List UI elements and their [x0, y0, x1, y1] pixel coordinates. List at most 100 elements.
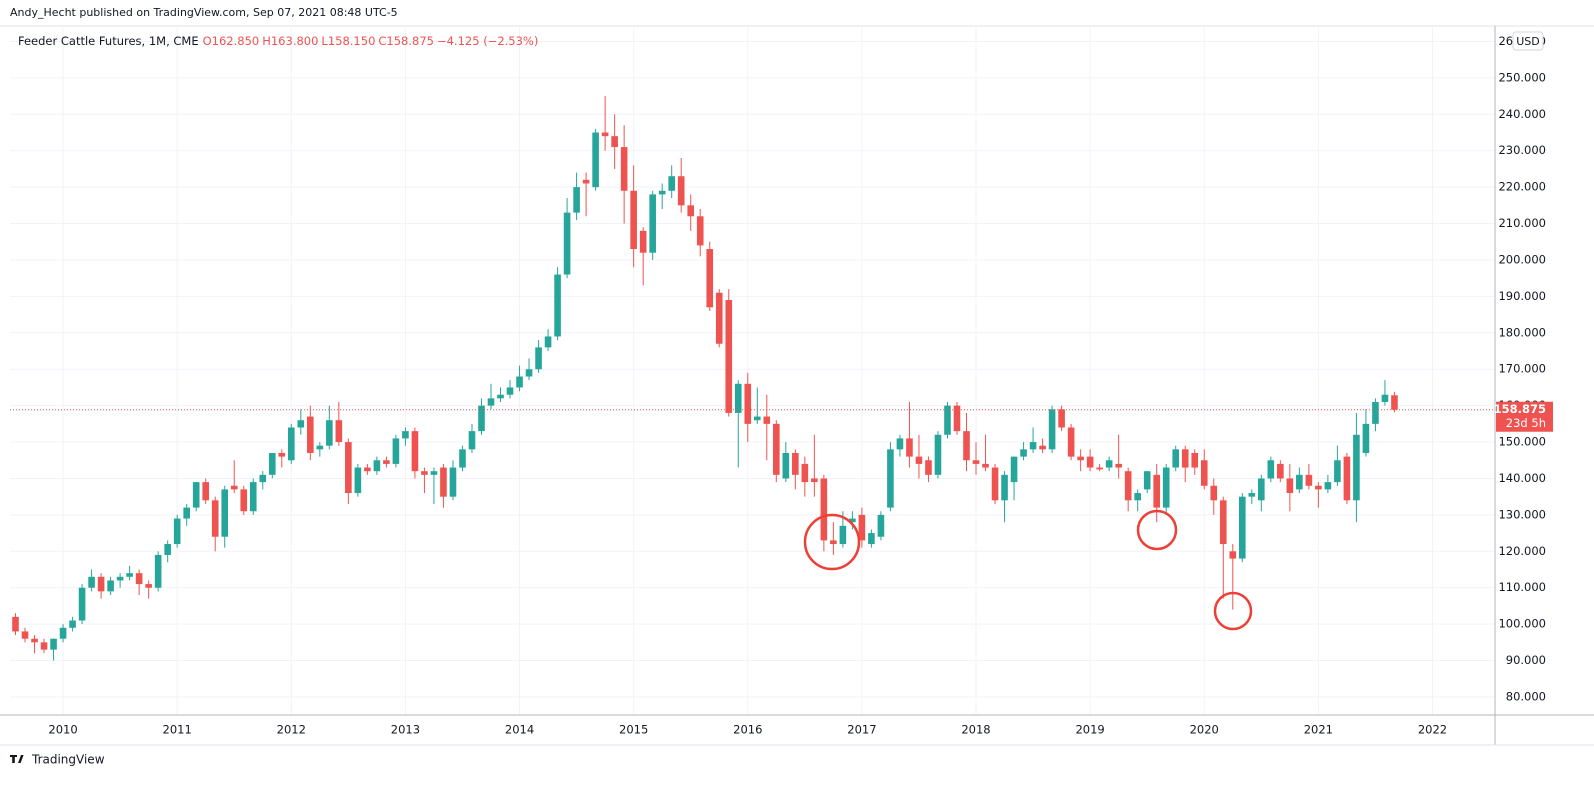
x-tick-label: 2020	[1190, 723, 1219, 737]
candle-body	[792, 452, 799, 475]
x-tick-label: 2012	[277, 723, 306, 737]
candle-body	[592, 132, 599, 188]
candle-body	[1334, 460, 1341, 483]
y-tick-label: 90.000	[1506, 653, 1546, 667]
candle-body	[630, 190, 637, 250]
candle-body	[1258, 478, 1265, 501]
footer-logo	[10, 755, 24, 763]
candle-body	[183, 507, 190, 519]
candle-body	[573, 187, 580, 213]
candle-body	[1238, 496, 1246, 559]
candle-body	[830, 540, 837, 545]
y-tick-label: 190.000	[1498, 289, 1546, 303]
candle-body	[1077, 456, 1084, 461]
candle-body	[620, 147, 628, 191]
footer-brand: TradingView	[31, 753, 105, 767]
y-tick-label: 100.000	[1498, 617, 1546, 631]
candle-body	[459, 449, 466, 468]
candle-body	[287, 427, 295, 461]
candle-body	[478, 405, 485, 432]
candle-body	[21, 631, 29, 639]
candle-body	[725, 300, 733, 413]
candle-body	[202, 482, 210, 501]
candle-body	[601, 132, 609, 137]
candle-body	[677, 176, 685, 206]
candle-body	[1105, 460, 1113, 468]
candle-body	[1229, 551, 1237, 559]
candle-body	[763, 416, 771, 424]
candle-body	[516, 376, 523, 388]
candle-body	[658, 190, 666, 195]
candle-body	[307, 416, 314, 453]
candle-body	[906, 438, 913, 457]
candle-body	[1058, 409, 1065, 428]
candle-body	[449, 467, 457, 497]
candle-body	[715, 292, 723, 344]
candle-body	[126, 573, 133, 577]
x-tick-label: 2015	[619, 723, 648, 737]
x-tick-label: 2021	[1304, 723, 1333, 737]
candle-body	[1124, 471, 1132, 501]
annotation-circle	[803, 513, 861, 571]
candle-body	[135, 573, 143, 585]
candle-body	[849, 518, 856, 523]
currency-badge[interactable]	[1512, 31, 1544, 51]
candle-body	[582, 179, 590, 184]
candle-body	[88, 576, 95, 588]
legend-item: −4.125 (−2.53%)	[437, 34, 538, 48]
candle-body	[249, 482, 257, 512]
candle-body	[1086, 456, 1094, 468]
candle-body	[487, 398, 495, 406]
candle-body	[297, 420, 305, 428]
candle-body	[687, 205, 695, 217]
legend-item: C158.875	[378, 34, 434, 48]
candle-body	[1172, 449, 1180, 468]
candle-body	[753, 416, 761, 421]
legend-item: O162.850	[203, 34, 260, 48]
y-tick-label: 150.000	[1498, 435, 1546, 449]
candle-body	[1191, 452, 1199, 468]
candle-body	[1096, 467, 1103, 470]
x-tick-label: 2010	[48, 723, 77, 737]
y-tick-label: 230.000	[1498, 143, 1546, 157]
candle-body	[69, 620, 76, 628]
candle-body	[896, 438, 904, 450]
legend-item: L158.150	[321, 34, 375, 48]
candle-body	[1353, 434, 1360, 501]
candle-body	[240, 489, 248, 512]
candle-body	[1153, 474, 1161, 508]
publisher-line: Andy_Hecht published on TradingView.com,…	[10, 6, 398, 19]
candle-body	[468, 431, 476, 450]
candle-body	[915, 456, 923, 464]
x-tick-label: 2014	[505, 723, 534, 737]
candle-body	[1277, 463, 1284, 479]
candle-body	[706, 249, 714, 308]
candle-body	[972, 460, 980, 464]
x-tick-label: 2011	[163, 723, 192, 737]
candle-body	[734, 383, 742, 413]
candle-body	[421, 471, 428, 475]
candle-body	[145, 584, 152, 588]
candle-body	[373, 460, 381, 472]
x-tick-label: 2013	[391, 723, 420, 737]
y-tick-label: 220.000	[1498, 180, 1546, 194]
candle-body	[782, 452, 790, 479]
candle-body	[1048, 409, 1056, 450]
candle-body	[1143, 471, 1151, 490]
candle-body	[1296, 474, 1303, 490]
legend-item: Feeder Cattle Futures, 1M, CME	[18, 34, 199, 48]
candle-body	[326, 420, 333, 446]
candle-body	[335, 420, 343, 443]
candle-body	[858, 514, 866, 541]
candle-body	[868, 533, 875, 545]
candle-body	[1134, 493, 1141, 501]
candle-body	[554, 274, 561, 337]
candle-body	[440, 467, 447, 497]
candle-body	[50, 638, 57, 650]
candle-body	[392, 438, 400, 464]
candle-body	[544, 336, 552, 348]
candle-body	[1219, 500, 1227, 545]
y-tick-label: 210.000	[1498, 216, 1546, 230]
